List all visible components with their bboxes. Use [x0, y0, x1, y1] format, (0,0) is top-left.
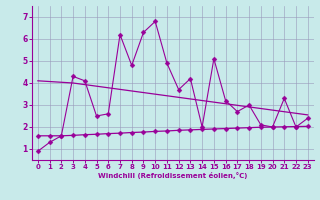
X-axis label: Windchill (Refroidissement éolien,°C): Windchill (Refroidissement éolien,°C)	[98, 172, 247, 179]
